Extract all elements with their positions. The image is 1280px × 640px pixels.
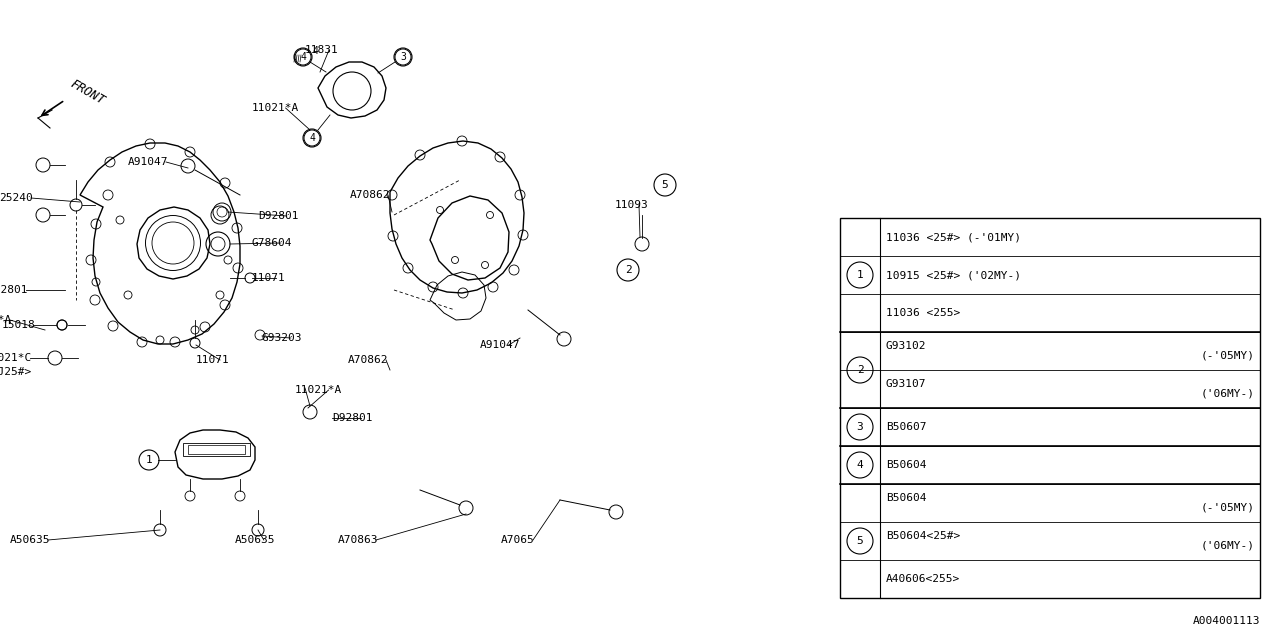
Text: 25240: 25240: [0, 193, 33, 203]
Text: A70862: A70862: [347, 355, 388, 365]
Text: 11021*A: 11021*A: [294, 385, 342, 395]
Text: 2: 2: [856, 365, 864, 375]
Text: 11021*A: 11021*A: [0, 315, 12, 325]
Text: (-'05MY): (-'05MY): [1201, 503, 1254, 513]
Text: A70863: A70863: [338, 535, 378, 545]
Text: 11093: 11093: [614, 200, 649, 210]
Text: (-'05MY): (-'05MY): [1201, 351, 1254, 361]
Text: A70862: A70862: [349, 190, 390, 200]
Text: G93203: G93203: [262, 333, 302, 343]
Text: 4: 4: [308, 133, 315, 143]
Text: B50604: B50604: [886, 460, 927, 470]
Text: 3: 3: [856, 422, 864, 432]
Circle shape: [58, 320, 67, 330]
Text: B50604: B50604: [886, 493, 927, 503]
Text: 10915 <25#> ('02MY-): 10915 <25#> ('02MY-): [886, 270, 1021, 280]
Text: A40606<255>: A40606<255>: [886, 574, 960, 584]
Text: 15018: 15018: [1, 320, 35, 330]
Text: 5: 5: [662, 180, 668, 190]
Text: G78604: G78604: [252, 238, 293, 248]
Text: <EJ25#>: <EJ25#>: [0, 367, 32, 377]
Text: 1: 1: [146, 455, 152, 465]
Text: 11036 <255>: 11036 <255>: [886, 308, 960, 318]
Text: A50635: A50635: [236, 535, 275, 545]
Text: A50635: A50635: [9, 535, 50, 545]
Text: A7065: A7065: [502, 535, 535, 545]
Text: 11021*A: 11021*A: [252, 103, 300, 113]
Text: D92801: D92801: [259, 211, 298, 221]
Text: 11021*C: 11021*C: [0, 353, 32, 363]
Text: 11071: 11071: [196, 355, 229, 365]
Text: D92801: D92801: [0, 285, 28, 295]
Bar: [840, 218, 1260, 598]
Text: 11036 <25#> (-'01MY): 11036 <25#> (-'01MY): [886, 232, 1021, 242]
Text: ('06MY-): ('06MY-): [1201, 389, 1254, 399]
Text: D92801: D92801: [332, 413, 372, 423]
Text: 4: 4: [300, 52, 306, 62]
Text: 3: 3: [401, 52, 406, 62]
Text: B50604<25#>: B50604<25#>: [886, 531, 960, 541]
Text: FRONT: FRONT: [68, 77, 108, 107]
Text: G93102: G93102: [886, 341, 927, 351]
Text: A004001113: A004001113: [1193, 616, 1260, 626]
Text: A91047: A91047: [128, 157, 168, 167]
Text: 4: 4: [856, 460, 864, 470]
Text: G93107: G93107: [886, 379, 927, 389]
Text: 11071: 11071: [252, 273, 285, 283]
Text: 5: 5: [856, 536, 864, 546]
Text: 1: 1: [856, 270, 864, 280]
Text: 11831: 11831: [305, 45, 339, 55]
Text: A91047: A91047: [480, 340, 521, 350]
Text: ('06MY-): ('06MY-): [1201, 541, 1254, 551]
Text: 4: 4: [312, 46, 317, 56]
Text: B50607: B50607: [886, 422, 927, 432]
Text: 2: 2: [625, 265, 631, 275]
